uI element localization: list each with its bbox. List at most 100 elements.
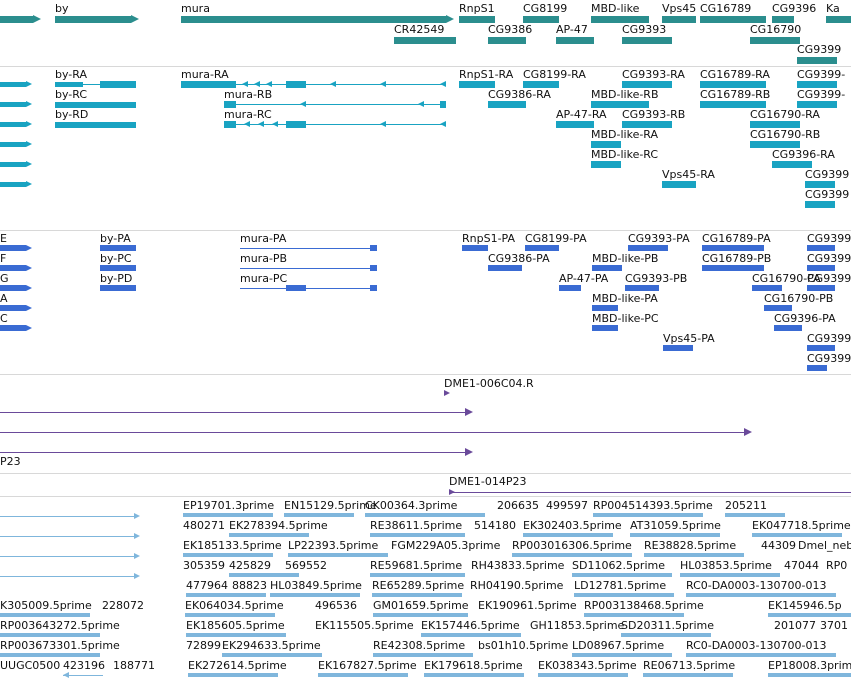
exon[interactable]: [700, 101, 766, 108]
est-label[interactable]: HL03853.5prime: [680, 559, 772, 572]
protein-bar[interactable]: [752, 285, 782, 291]
transcript-label[interactable]: CG16789-RA: [700, 68, 770, 81]
est-bar[interactable]: [222, 653, 322, 657]
transcript-bar[interactable]: [0, 162, 26, 167]
transcript-label[interactable]: Vps45-RA: [662, 168, 715, 181]
est-bar[interactable]: [686, 593, 836, 597]
est-label[interactable]: 228072: [102, 599, 144, 612]
exon[interactable]: [591, 141, 621, 148]
transcript-label[interactable]: CG9393-RB: [622, 108, 686, 121]
transcript-label[interactable]: CG16790-RB: [750, 128, 821, 141]
est-bar[interactable]: [370, 573, 465, 577]
est-label[interactable]: 496536: [315, 599, 357, 612]
exon[interactable]: [805, 201, 835, 208]
protein-label[interactable]: CG9399: [807, 332, 851, 345]
transcript-label[interactable]: mura-RC: [224, 108, 272, 121]
transcript-bar[interactable]: [0, 82, 26, 87]
est-label[interactable]: EK294633.5prime: [222, 639, 321, 652]
exon[interactable]: [700, 81, 766, 88]
protein-label[interactable]: CG16790-PA: [752, 272, 821, 285]
est-label[interactable]: EN15129.5prime: [284, 499, 377, 512]
est-label[interactable]: UUGC0500: [0, 659, 61, 672]
est-label[interactable]: GM01659.5prime: [373, 599, 469, 612]
est-bar[interactable]: [523, 533, 613, 537]
protein-label[interactable]: AP-47-PA: [559, 272, 609, 285]
transcript-label[interactable]: RnpS1-RA: [459, 68, 514, 81]
exon[interactable]: [591, 101, 649, 108]
est-label[interactable]: SD20311.5prime: [621, 619, 714, 632]
est-label[interactable]: GH11853.5prime: [530, 619, 625, 632]
est-bar[interactable]: [424, 673, 524, 677]
est-bar[interactable]: [768, 673, 851, 677]
est-label[interactable]: RP003673301.5prime: [0, 639, 120, 652]
gene-label[interactable]: CG9399: [797, 43, 842, 56]
est-bar[interactable]: [229, 533, 309, 537]
protein-bar[interactable]: [0, 305, 26, 311]
est-bar[interactable]: [512, 553, 632, 557]
protein-label[interactable]: CG8199-PA: [525, 232, 587, 245]
est-label[interactable]: Dmel_neb: [798, 539, 851, 552]
est-line[interactable]: [63, 675, 103, 676]
est-bar[interactable]: [288, 553, 388, 557]
est-label[interactable]: 423196: [63, 659, 105, 672]
protein-bar[interactable]: [286, 285, 306, 291]
gene-label[interactable]: CG9393: [622, 23, 667, 36]
est-label[interactable]: 188771: [113, 659, 155, 672]
transcript-label[interactable]: mura-RB: [224, 88, 273, 101]
protein-bar[interactable]: [807, 285, 835, 291]
est-label[interactable]: 514180: [474, 519, 516, 532]
est-label[interactable]: EP18008.3prime: [768, 659, 851, 672]
est-label[interactable]: EK157446.5prime: [421, 619, 520, 632]
est-label[interactable]: 425829: [229, 559, 271, 572]
protein-label[interactable]: MBD-like-PA: [592, 292, 658, 305]
est-label[interactable]: 44309: [761, 539, 796, 552]
transcript-label[interactable]: by-RA: [55, 68, 87, 81]
est-label[interactable]: HL03849.5prime: [270, 579, 362, 592]
gene-bar[interactable]: [826, 16, 851, 23]
protein-bar[interactable]: [625, 285, 659, 291]
est-label[interactable]: SD11062.5prime: [572, 559, 665, 572]
gene-bar[interactable]: [556, 37, 594, 44]
est-bar[interactable]: [421, 633, 521, 637]
est-label[interactable]: EP19701.3prime: [183, 499, 275, 512]
est-label[interactable]: LD08967.5prime: [572, 639, 665, 652]
protein-bar[interactable]: [592, 305, 618, 311]
est-label[interactable]: FGM229A05.3prime: [391, 539, 501, 552]
est-bar[interactable]: [188, 673, 278, 677]
gene-bar[interactable]: [523, 16, 559, 23]
gene-label[interactable]: RnpS1: [459, 2, 495, 15]
protein-bar[interactable]: [702, 245, 764, 251]
est-bar[interactable]: [372, 593, 462, 597]
est-bar[interactable]: [768, 613, 851, 617]
protein-bar[interactable]: [370, 265, 377, 271]
est-bar[interactable]: [725, 513, 785, 517]
clone-line[interactable]: [0, 412, 466, 413]
protein-bar[interactable]: [592, 325, 618, 331]
est-label[interactable]: 47044: [784, 559, 819, 572]
gene-bar[interactable]: [662, 16, 696, 23]
protein-label[interactable]: by-PD: [100, 272, 133, 285]
est-bar[interactable]: [186, 633, 286, 637]
exon[interactable]: [440, 101, 446, 108]
est-bar[interactable]: [0, 613, 90, 617]
est-label[interactable]: 477964: [186, 579, 228, 592]
protein-label[interactable]: CG9393-PB: [625, 272, 688, 285]
est-label[interactable]: EK064034.5prime: [185, 599, 284, 612]
transcript-label[interactable]: CG9399-: [797, 88, 846, 101]
exon[interactable]: [805, 181, 835, 188]
est-bar[interactable]: [572, 573, 672, 577]
protein-bar[interactable]: [807, 365, 827, 371]
protein-label[interactable]: C: [0, 312, 8, 325]
exon[interactable]: [286, 81, 306, 88]
protein-bar[interactable]: [0, 285, 26, 291]
est-label[interactable]: EK179618.5prime: [424, 659, 523, 672]
transcript-label[interactable]: CG9393-RA: [622, 68, 685, 81]
est-label[interactable]: RH43833.5prime: [471, 559, 565, 572]
protein-label[interactable]: CG9396-PA: [774, 312, 836, 325]
protein-label[interactable]: CG9399: [807, 252, 851, 265]
protein-label[interactable]: F: [0, 252, 7, 265]
exon[interactable]: [622, 81, 672, 88]
est-label[interactable]: RP0: [826, 559, 848, 572]
protein-bar[interactable]: [525, 245, 559, 251]
transcript-label[interactable]: CG9386-RA: [488, 88, 551, 101]
